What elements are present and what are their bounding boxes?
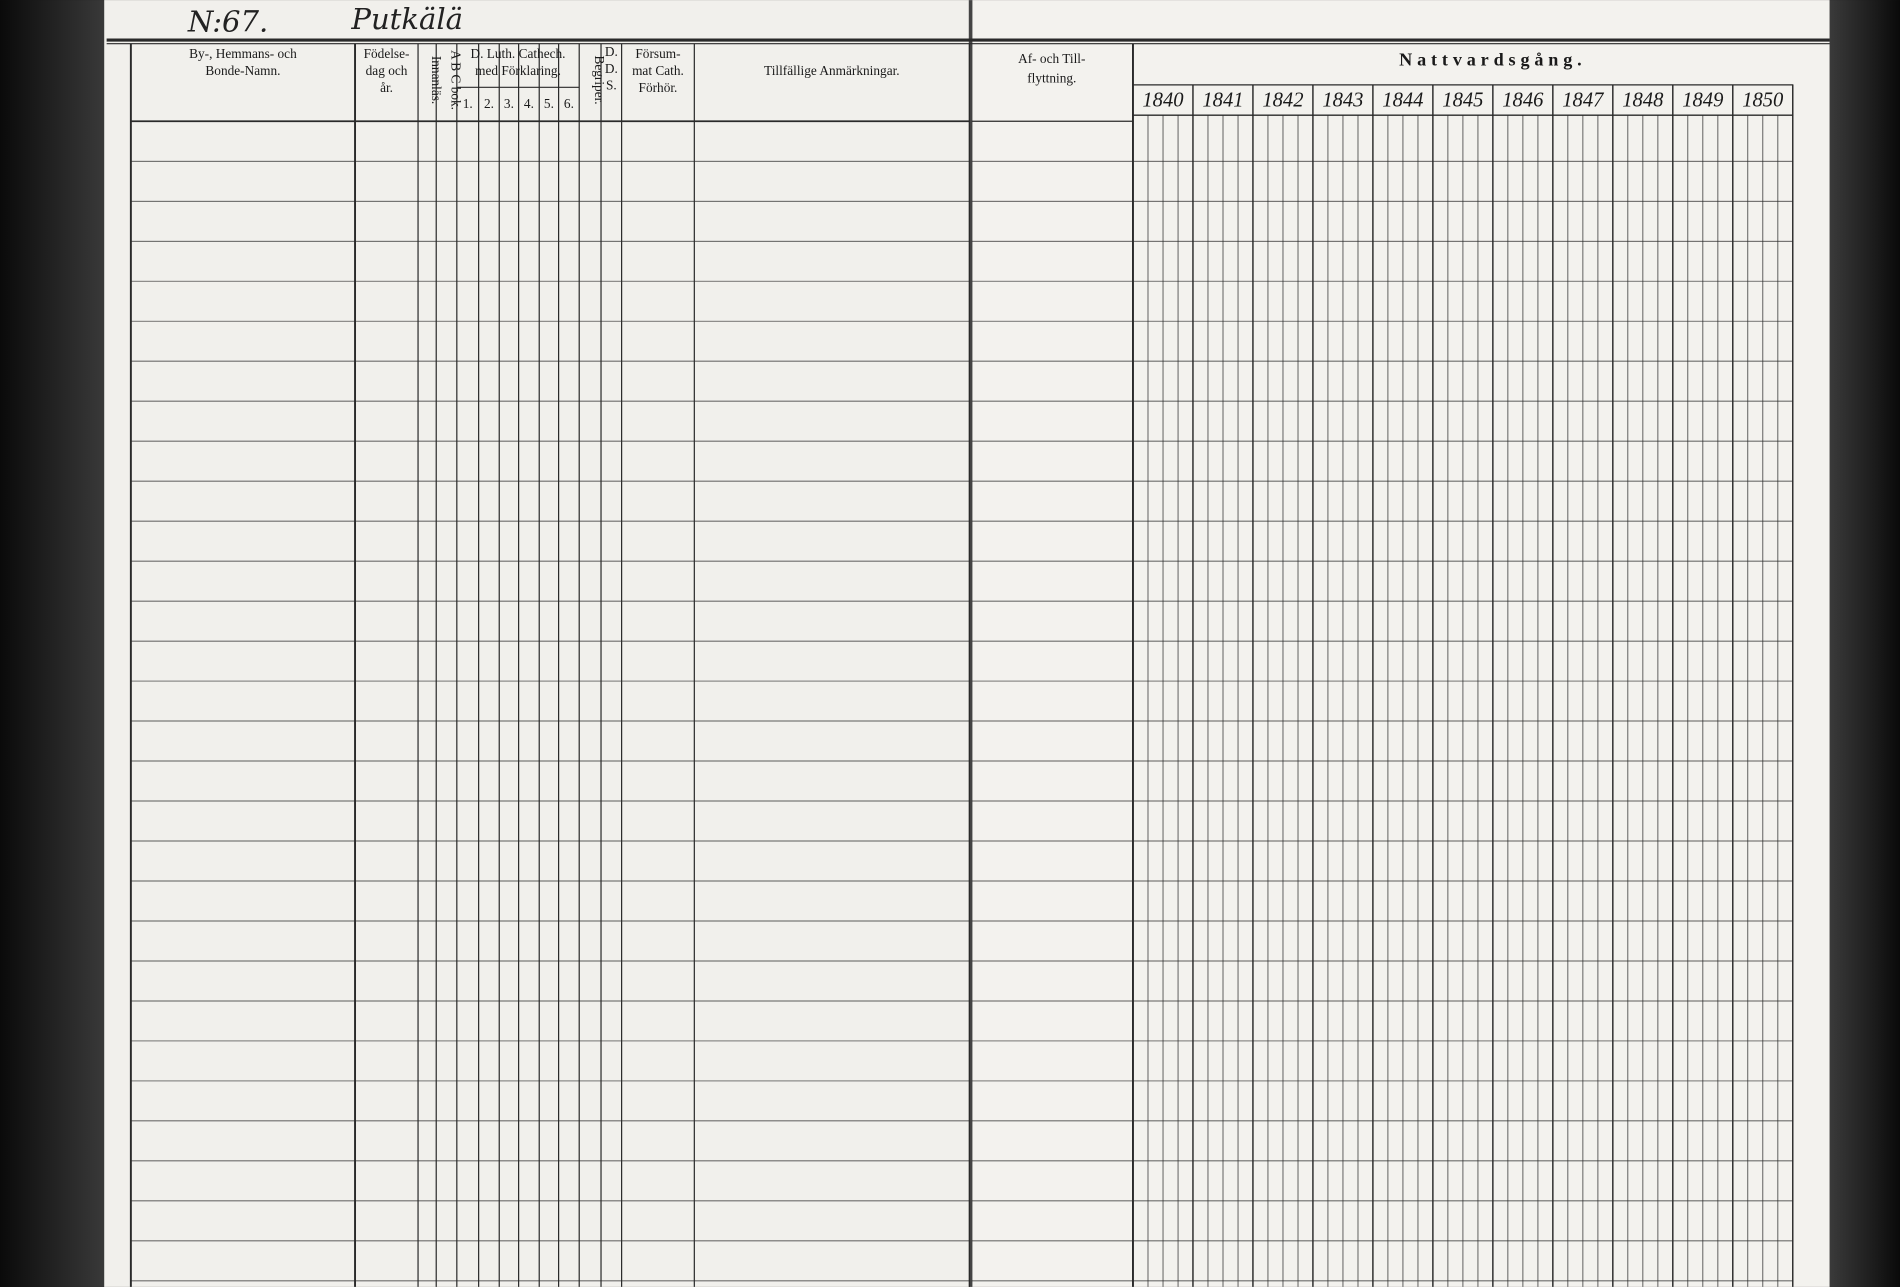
column-header: A B C bok. — [448, 50, 463, 110]
register-number: N:67. — [187, 5, 268, 39]
column-header: By-, Hemmans- och — [189, 46, 297, 61]
right-page — [971, 0, 1830, 1287]
column-header: S. — [606, 78, 617, 93]
column-header: D. — [605, 44, 618, 59]
section-number: 6. — [564, 96, 574, 111]
communion-header: Nattvardsgång. — [1399, 50, 1586, 70]
column-header: flyttning. — [1027, 70, 1076, 85]
year-header: 1842 — [1262, 90, 1303, 112]
village-name: Putkälä — [350, 2, 463, 36]
column-header: Begriper. — [592, 55, 607, 104]
year-header: 1843 — [1322, 90, 1363, 112]
ruled-grid — [106, 38, 1830, 1287]
column-header: Innanläs. — [429, 56, 444, 104]
column-header: D. — [605, 61, 618, 76]
left-edge — [0, 0, 107, 1287]
year-header: 1844 — [1382, 90, 1423, 112]
year-header: 1841 — [1202, 90, 1243, 112]
column-header: Förhör. — [639, 80, 678, 95]
year-header: 1846 — [1502, 90, 1544, 112]
section-number: 3. — [504, 96, 514, 111]
section-number: 2. — [484, 96, 494, 111]
year-header: 1850 — [1742, 90, 1784, 112]
year-header: 1847 — [1562, 90, 1604, 112]
column-header: med Förklaring. — [475, 63, 561, 78]
column-header: D. Luth. Cathech. — [471, 46, 566, 61]
right-edge — [1829, 0, 1900, 1287]
year-header: 1840 — [1142, 90, 1184, 112]
section-number: 1. — [463, 96, 473, 111]
section-number: 4. — [524, 96, 534, 111]
column-header: Födelse- — [364, 46, 410, 61]
column-headers: By-, Hemmans- och Bonde-Namn. Födelse-dag … — [189, 44, 1784, 112]
section-number: 5. — [544, 96, 554, 111]
column-header: Försum- — [635, 46, 680, 61]
year-header: 1845 — [1442, 90, 1483, 112]
year-header: 1849 — [1682, 90, 1723, 112]
left-page — [104, 0, 972, 1287]
column-header: dag och — [366, 63, 408, 78]
year-header: 1848 — [1622, 90, 1664, 112]
column-header: Bonde-Namn. — [205, 63, 280, 78]
column-header: Tillfällige Anmärkningar. — [764, 63, 900, 78]
column-header: år. — [380, 80, 393, 95]
column-header: mat Cath. — [632, 63, 684, 78]
column-header: Af- och Till- — [1018, 51, 1085, 66]
